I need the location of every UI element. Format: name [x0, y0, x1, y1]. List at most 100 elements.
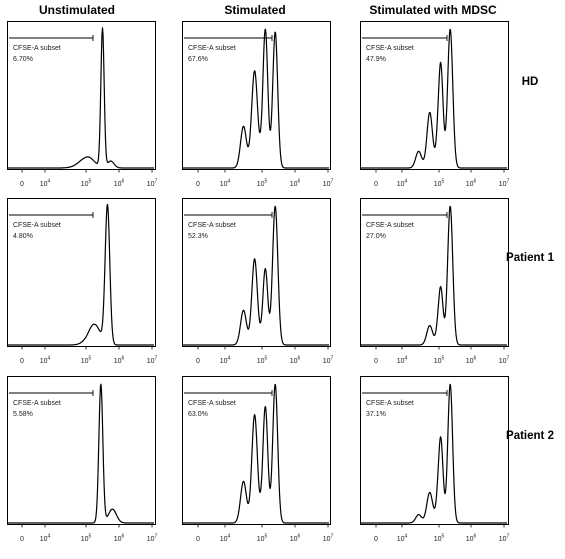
x-tick-label: 107	[147, 356, 158, 366]
x-tick-label: 0	[196, 536, 200, 543]
x-tick-label: 0	[374, 181, 378, 188]
x-tick-label: 106	[114, 534, 125, 544]
gate-label: CFSE-A subset	[366, 400, 414, 407]
column-title-unstimulated: Unstimulated	[38, 3, 116, 17]
row-label-patient-1: Patient 1	[506, 252, 554, 264]
row-label-patient-2: Patient 2	[506, 430, 554, 442]
gate-percent: 37.1%	[366, 411, 386, 418]
panel-frame	[182, 21, 331, 170]
histogram-curve	[360, 205, 508, 346]
column-title-stimulated-with-mdsc: Stimulated with MDSC	[369, 3, 497, 17]
x-tick-label: 0	[20, 358, 24, 365]
x-tick-label: 106	[290, 179, 301, 189]
x-tick-label: 104	[40, 356, 51, 366]
histogram-panel: CFSE-A subset 5.58% 0 104 105 106 107	[7, 376, 158, 544]
x-tick-label: 105	[81, 534, 92, 544]
gate-bar	[362, 390, 448, 396]
histogram-panel: CFSE-A subset 52.3% 0 104 105 106 107	[182, 198, 334, 366]
gate-percent: 6.70%	[13, 56, 33, 63]
histogram-curve	[360, 383, 508, 524]
gate-percent: 47.9%	[366, 56, 386, 63]
x-tick-label: 106	[290, 534, 301, 544]
gate-percent: 5.58%	[13, 411, 33, 418]
gate-label: CFSE-A subset	[188, 400, 236, 407]
gate-bar	[9, 212, 94, 218]
x-tick-label: 105	[434, 534, 445, 544]
histogram-curve	[182, 28, 330, 169]
gate-label: CFSE-A subset	[188, 45, 236, 52]
gate-bar	[9, 390, 94, 396]
histogram-panel: CFSE-A subset 63.0% 0 104 105 106 107	[182, 376, 334, 544]
gate-percent: 27.0%	[366, 233, 386, 240]
panel-frame	[7, 21, 156, 170]
panel-frame	[360, 198, 509, 347]
x-tick-label: 0	[374, 358, 378, 365]
histogram-curve	[7, 27, 155, 169]
x-tick-label: 106	[466, 179, 477, 189]
panel-frame	[360, 376, 509, 525]
x-tick-label: 106	[466, 356, 477, 366]
x-tick-label: 107	[323, 534, 334, 544]
gate-percent: 63.0%	[188, 411, 208, 418]
x-tick-label: 104	[220, 534, 231, 544]
x-tick-label: 107	[323, 356, 334, 366]
x-tick-label: 106	[290, 356, 301, 366]
histogram-panel: CFSE-A subset 4.80% 0 104 105 106 107	[7, 198, 158, 366]
panel-frame	[360, 21, 509, 170]
gate-percent: 67.6%	[188, 56, 208, 63]
gate-percent: 4.80%	[13, 233, 33, 240]
histogram-curve	[182, 205, 330, 346]
gate-label: CFSE-A subset	[13, 222, 61, 229]
histogram-curve	[360, 28, 508, 169]
x-tick-label: 105	[81, 179, 92, 189]
x-tick-label: 106	[466, 534, 477, 544]
gate-label: CFSE-A subset	[366, 45, 414, 52]
gate-label: CFSE-A subset	[366, 222, 414, 229]
x-tick-label: 0	[374, 536, 378, 543]
x-tick-label: 105	[257, 179, 268, 189]
x-tick-label: 0	[20, 536, 24, 543]
x-tick-label: 107	[147, 534, 158, 544]
histogram-curve	[7, 203, 155, 346]
gate-bar	[9, 35, 94, 41]
x-tick-label: 104	[397, 356, 408, 366]
panel-frame	[7, 198, 156, 347]
x-tick-label: 105	[257, 356, 268, 366]
gate-label: CFSE-A subset	[188, 222, 236, 229]
x-tick-label: 106	[114, 179, 125, 189]
x-tick-label: 105	[257, 534, 268, 544]
column-title-stimulated: Stimulated	[224, 3, 286, 17]
row-label-hd: HD	[521, 76, 539, 88]
x-tick-label: 105	[434, 356, 445, 366]
histogram-curve	[182, 383, 330, 524]
histogram-curve	[7, 383, 155, 524]
gate-label: CFSE-A subset	[13, 45, 61, 52]
panel-frame	[7, 376, 156, 525]
x-tick-label: 104	[397, 534, 408, 544]
gate-percent: 52.3%	[188, 233, 208, 240]
x-tick-label: 104	[40, 534, 51, 544]
x-tick-label: 105	[434, 179, 445, 189]
x-tick-label: 104	[220, 179, 231, 189]
gate-bar	[184, 212, 273, 218]
x-tick-label: 107	[323, 179, 334, 189]
histogram-panel: CFSE-A subset 67.6% 0 104 105 106 107	[182, 21, 334, 189]
x-tick-label: 106	[114, 356, 125, 366]
panel-frame	[182, 376, 331, 525]
gate-bar	[184, 35, 273, 41]
x-tick-label: 104	[397, 179, 408, 189]
x-tick-label: 104	[220, 356, 231, 366]
x-tick-label: 107	[147, 179, 158, 189]
x-tick-label: 0	[196, 358, 200, 365]
x-tick-label: 104	[40, 179, 51, 189]
histogram-panel: CFSE-A subset 37.1% 0 104 105 106 107	[360, 376, 510, 544]
x-tick-label: 107	[499, 356, 510, 366]
x-tick-label: 0	[20, 181, 24, 188]
x-tick-label: 107	[499, 179, 510, 189]
x-tick-label: 0	[196, 181, 200, 188]
histogram-panel: CFSE-A subset 27.0% 0 104 105 106 107	[360, 198, 510, 366]
histogram-panel: CFSE-A subset 47.9% 0 104 105 106 107	[360, 21, 510, 189]
gate-bar	[184, 390, 273, 396]
gate-bar	[362, 212, 448, 218]
